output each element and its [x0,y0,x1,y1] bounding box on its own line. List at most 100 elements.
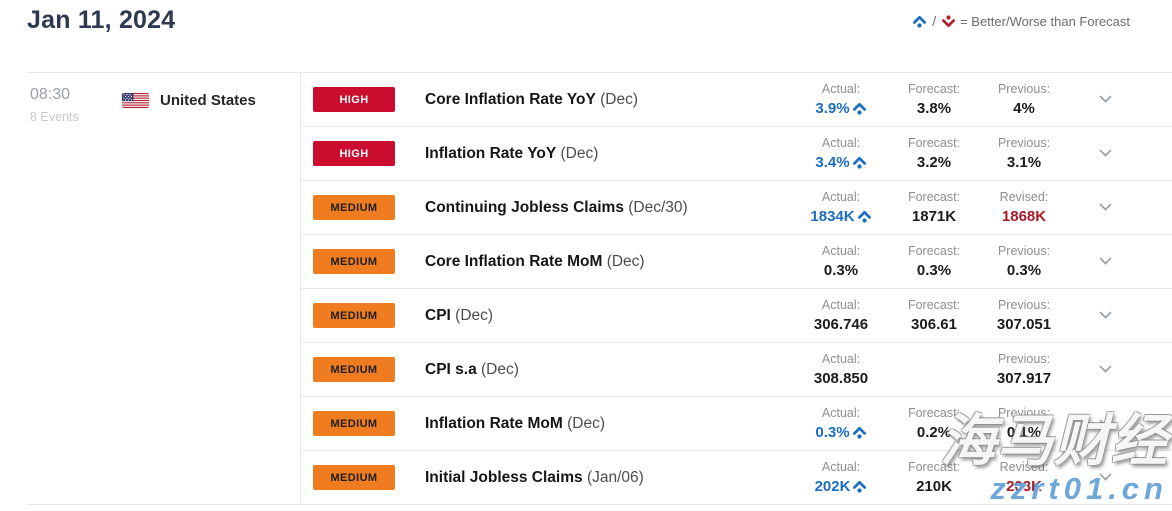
time-block: 08:30 8 Events [30,86,122,504]
time-group-cell: 08:30 8 Events [27,73,301,505]
actual-cell: Actual: 202K [786,461,896,494]
previous-value: 4% [1013,100,1035,118]
impact-badge: MEDIUM [313,411,395,436]
forecast-label: Forecast: [907,297,961,312]
actual-label: Actual: [821,81,861,96]
chevron-down-icon[interactable] [1076,149,1134,158]
previous-value: 1868K [1001,208,1047,226]
event-name: Core Inflation Rate YoY [425,90,596,108]
country-row[interactable]: United States [122,89,256,111]
actual-label: Actual: [821,297,861,312]
forecast-cell: Forecast: 210K [896,461,972,495]
forecast-label: Forecast: [907,135,961,150]
forecast-label: Forecast: [907,243,961,258]
previous-cell: Previous: 0.3% [972,245,1076,279]
actual-value: 3.9% [786,101,896,116]
previous-cell: Previous: 307.051 [972,299,1076,333]
actual-label: Actual: [821,189,861,204]
event-title: Inflation Rate YoY (Dec) [395,145,786,163]
actual-value: 3.4% [786,155,896,170]
impact-badge: MEDIUM [313,303,395,328]
actual-label: Actual: [821,405,861,420]
event-row[interactable]: MEDIUM Inflation Rate MoM (Dec) Actual: … [301,397,1172,451]
previous-value: 307.917 [996,370,1052,388]
event-period: (Dec) [481,360,519,378]
event-name: CPI [425,306,451,324]
events-table: 08:30 8 Events [27,72,1172,505]
event-name: Core Inflation Rate MoM [425,252,603,270]
event-name: Inflation Rate YoY [425,144,557,162]
actual-value: 306.746 [786,317,896,332]
event-rows: HIGH Core Inflation Rate YoY (Dec) Actua… [301,73,1172,505]
country-name: United States [160,91,256,109]
forecast-value: 3.8% [916,100,952,118]
event-row[interactable]: MEDIUM CPI s.a (Dec) Actual: 308.850 Pre… [301,343,1172,397]
impact-badge: MEDIUM [313,465,395,490]
forecast-cell: Forecast: 0.2% [896,407,972,441]
event-name: Inflation Rate MoM [425,414,563,432]
forecast-legend: / = Better/Worse than Forecast [912,13,1130,29]
better-than-forecast-icon [857,210,872,223]
event-title: CPI s.a (Dec) [395,361,786,379]
forecast-cell [896,367,972,373]
actual-value: 0.3% [786,263,896,278]
impact-badge: MEDIUM [313,357,395,382]
actual-number: 0.3% [823,262,859,280]
actual-label: Actual: [821,243,861,258]
previous-label: Previous: [997,243,1051,258]
event-row[interactable]: HIGH Inflation Rate YoY (Dec) Actual: 3.… [301,127,1172,181]
actual-value: 0.3% [786,425,896,440]
event-row[interactable]: MEDIUM Initial Jobless Claims (Jan/06) A… [301,451,1172,505]
impact-badge: MEDIUM [313,249,395,274]
event-row[interactable]: MEDIUM Core Inflation Rate MoM (Dec) Act… [301,235,1172,289]
actual-value: 1834K [786,209,896,224]
legend-text: = Better/Worse than Forecast [960,13,1130,29]
previous-label: Revised: [999,189,1049,204]
event-name: Initial Jobless Claims [425,468,583,486]
actual-number: 308.850 [813,370,869,388]
events-count: 8 Events [30,110,79,124]
chevron-down-icon[interactable] [1076,311,1134,320]
legend-separator: / [932,13,937,29]
chevron-down-icon[interactable] [1076,203,1134,212]
forecast-value: 210K [916,478,952,496]
chevron-down-icon[interactable] [1076,419,1134,428]
previous-cell: Revised: 1868K [972,191,1076,225]
actual-number: 3.9% [815,100,850,118]
chevron-down-icon[interactable] [1076,257,1134,266]
chevron-down-icon[interactable] [1076,95,1134,104]
previous-value: 203K [1006,478,1042,496]
actual-cell: Actual: 306.746 [786,299,896,333]
previous-cell: Revised: 203K [972,461,1076,495]
better-than-forecast-icon [852,156,867,169]
impact-badge: MEDIUM [313,195,395,220]
event-title: Core Inflation Rate MoM (Dec) [395,253,786,271]
actual-cell: Actual: 0.3% [786,245,896,279]
forecast-cell: Forecast: 3.2% [896,137,972,171]
forecast-label: Forecast: [907,189,961,204]
event-period: (Dec) [606,252,645,270]
previous-value: 0.1% [1006,424,1042,442]
previous-label: Previous: [997,297,1051,312]
event-row[interactable]: MEDIUM Continuing Jobless Claims (Dec/30… [301,181,1172,235]
chevron-down-icon[interactable] [1076,365,1134,374]
actual-cell: Actual: 0.3% [786,405,896,440]
event-period: (Dec) [560,144,599,162]
previous-value: 307.051 [996,316,1052,334]
actual-value: 308.850 [786,371,896,386]
forecast-value: 306.61 [911,316,957,334]
event-row[interactable]: MEDIUM CPI (Dec) Actual: 306.746 Forecas… [301,289,1172,343]
event-title: Continuing Jobless Claims (Dec/30) [395,199,786,217]
forecast-value: 0.2% [916,424,952,442]
forecast-cell: Forecast: 3.8% [896,83,972,117]
actual-cell: Actual: 308.850 [786,353,896,387]
chevron-down-icon[interactable] [1076,473,1134,482]
event-name: Continuing Jobless Claims [425,198,624,216]
previous-label: Previous: [997,351,1051,366]
event-period: (Jan/06) [586,468,644,486]
event-row[interactable]: HIGH Core Inflation Rate YoY (Dec) Actua… [301,73,1172,127]
previous-value: 0.3% [1006,262,1042,280]
forecast-value: 1871K [911,208,957,226]
forecast-cell: Forecast: 0.3% [896,245,972,279]
